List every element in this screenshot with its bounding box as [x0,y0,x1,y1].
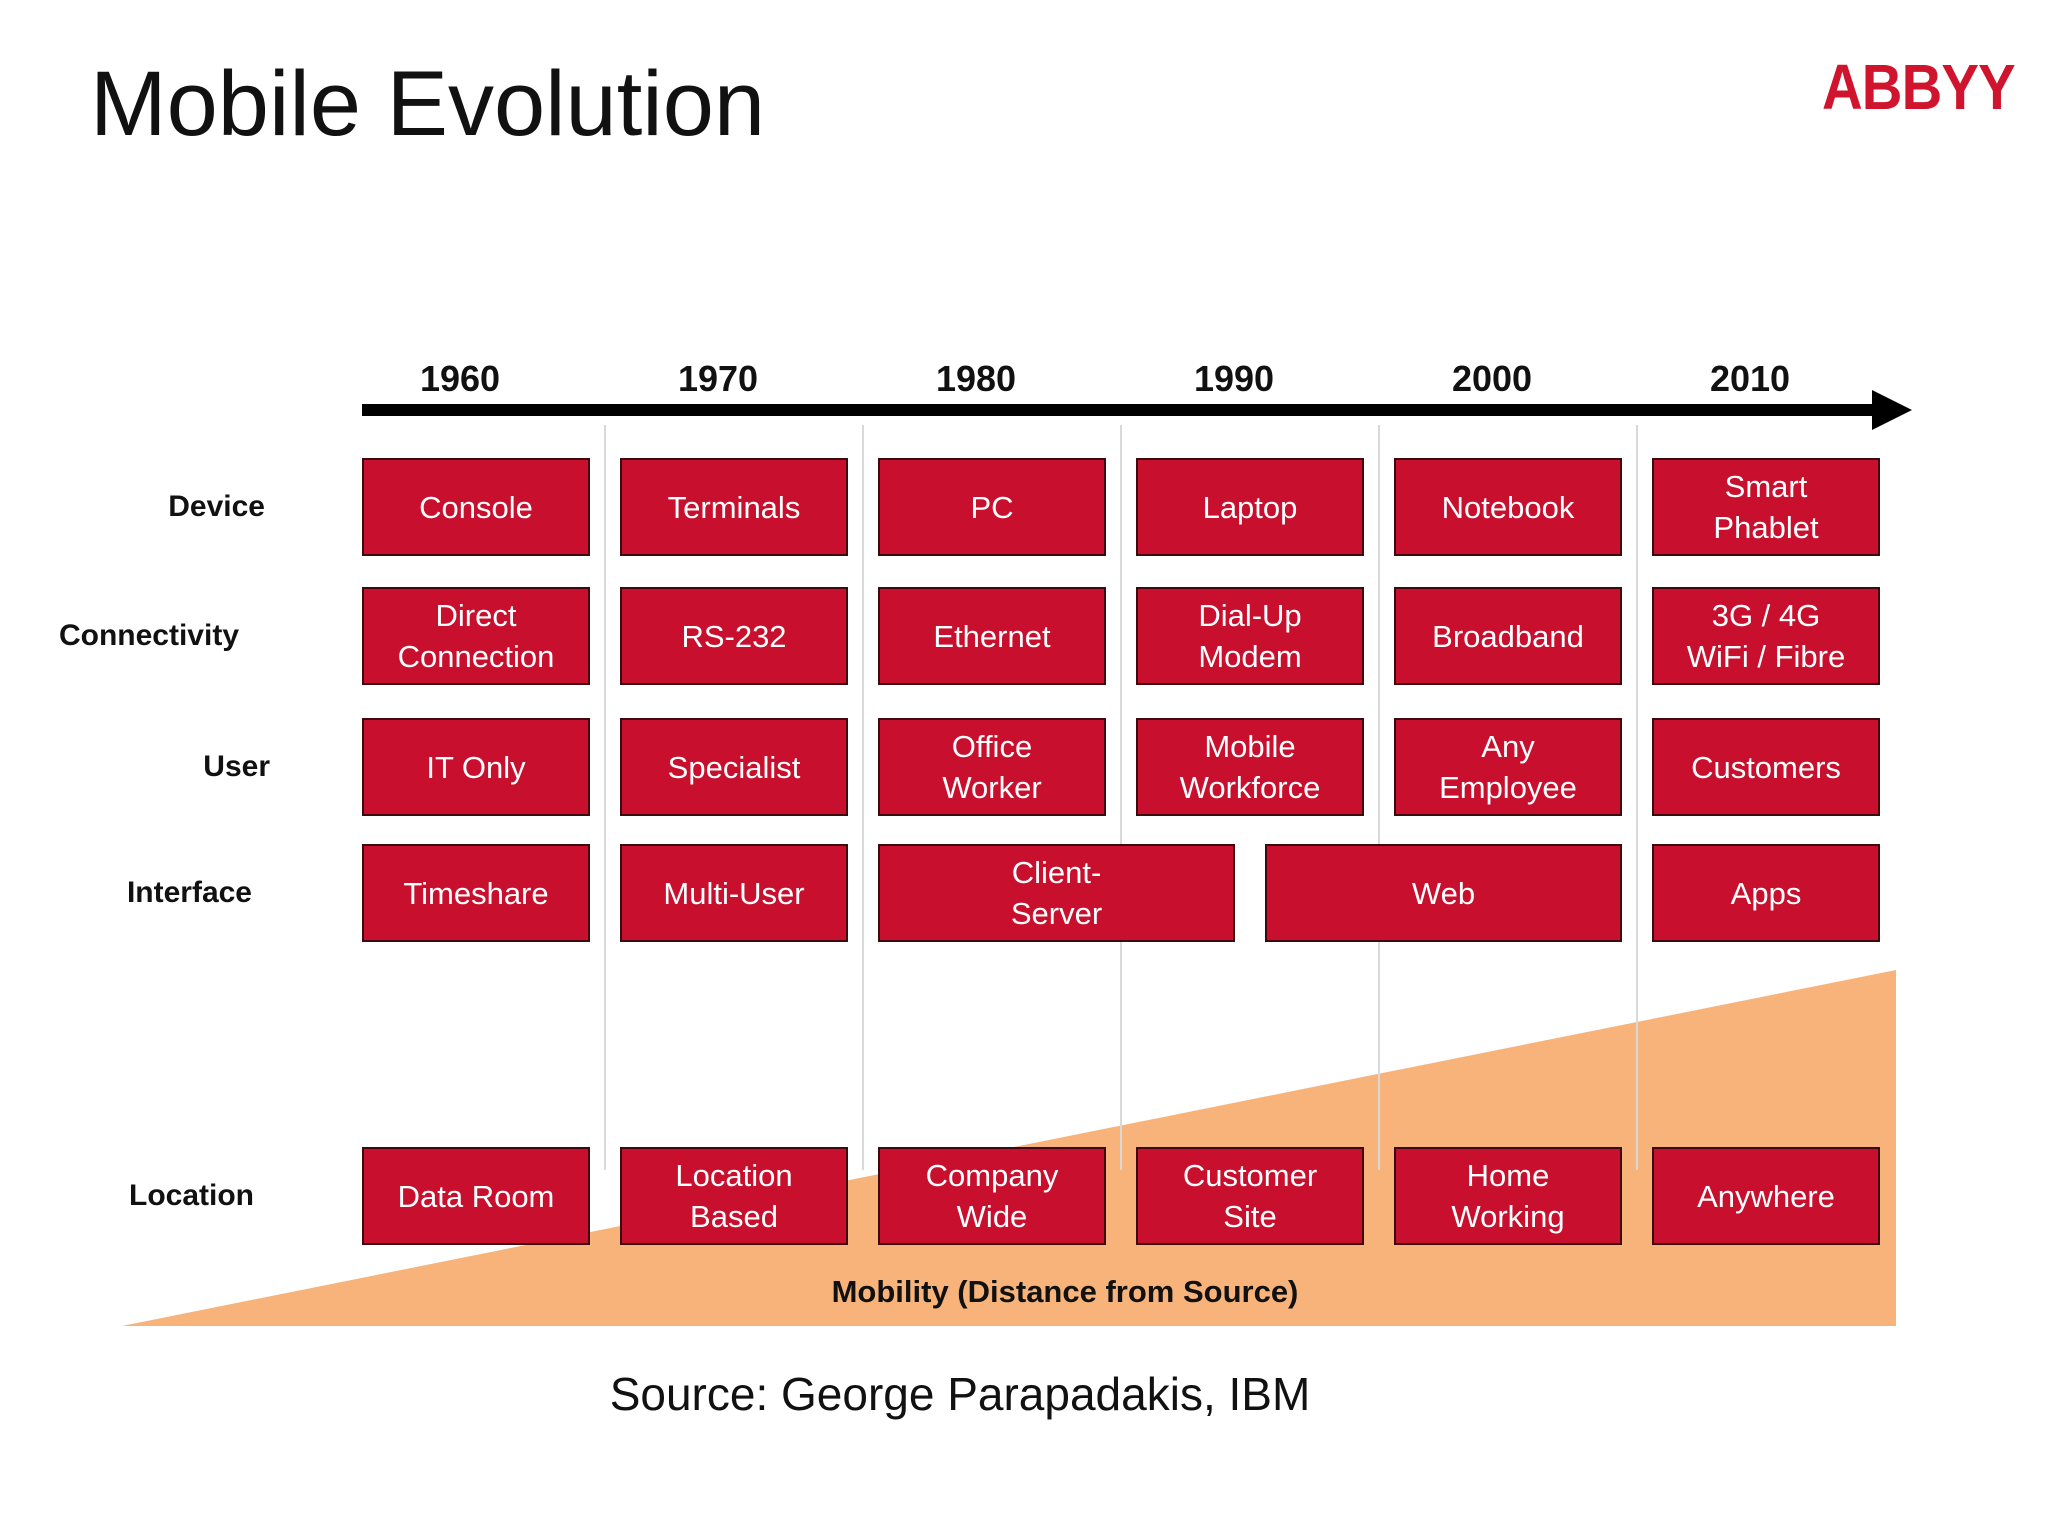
row-label-device: Device [168,490,265,523]
row-label-location: Location [129,1179,254,1212]
row-label-user: User [203,750,270,783]
cell-location-anywhere: Anywhere [1652,1147,1880,1245]
cell-device-terminals: Terminals [620,458,848,556]
cell-device-smart-phablet: Smart Phablet [1652,458,1880,556]
slide-title: Mobile Evolution [90,53,766,155]
cell-user-mobile-workforce: Mobile Workforce [1136,718,1364,816]
cell-user-any-employee: Any Employee [1394,718,1622,816]
year-label-2000: 2000 [1451,358,1533,399]
cell-location-home-working: Home Working [1394,1147,1622,1245]
cell-interface-multi-user: Multi-User [620,844,848,942]
cell-user-specialist: Specialist [620,718,848,816]
cell-connectivity-ethernet: Ethernet [878,587,1106,685]
row-label-interface: Interface [126,876,252,909]
abbyy-logo: ABBYY [1822,50,2016,124]
column-divider [1636,425,1638,1170]
source-line: Source: George Parapadakis, IBM [609,1368,1311,1420]
cell-device-pc: PC [878,458,1106,556]
year-label-1980: 1980 [935,358,1017,399]
year-label-1970: 1970 [677,358,759,399]
year-label-2010: 2010 [1709,358,1791,399]
cell-connectivity-3g-4g-wifi-fibre: 3G / 4G WiFi / Fibre [1652,587,1880,685]
cell-interface-client-server: Client- Server [878,844,1235,942]
mobility-label: Mobility (Distance from Source) [831,1274,1299,1309]
year-label-1960: 1960 [419,358,501,399]
cell-user-it-only: IT Only [362,718,590,816]
cell-interface-apps: Apps [1652,844,1880,942]
cell-connectivity-broadband: Broadband [1394,587,1622,685]
cell-device-console: Console [362,458,590,556]
cell-location-data-room: Data Room [362,1147,590,1245]
cell-interface-web: Web [1265,844,1622,942]
cell-location-location-based: Location Based [620,1147,848,1245]
column-divider [1120,425,1122,1170]
logo-text: ABBYY [1822,51,2016,123]
cell-user-office-worker: Office Worker [878,718,1106,816]
column-divider [862,425,864,1170]
cell-connectivity-dial-up-modem: Dial-Up Modem [1136,587,1364,685]
cell-location-company-wide: Company Wide [878,1147,1106,1245]
year-label-1990: 1990 [1193,358,1275,399]
column-divider [604,425,606,1170]
cell-connectivity-rs-232: RS-232 [620,587,848,685]
column-divider [1378,425,1380,1170]
cell-user-customers: Customers [1652,718,1880,816]
cell-device-laptop: Laptop [1136,458,1364,556]
cell-device-notebook: Notebook [1394,458,1622,556]
cell-connectivity-direct-connection: Direct Connection [362,587,590,685]
cell-interface-timeshare: Timeshare [362,844,590,942]
cell-location-customer-site: Customer Site [1136,1147,1364,1245]
row-label-connectivity: Connectivity [58,619,239,652]
